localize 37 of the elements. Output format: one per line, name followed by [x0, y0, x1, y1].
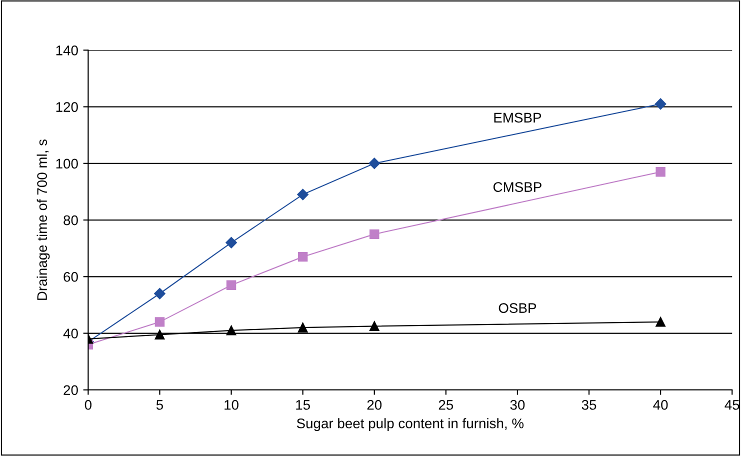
- y-tick-label: 80: [64, 215, 78, 226]
- x-tick-label: 40: [653, 400, 668, 410]
- point: [154, 288, 166, 300]
- series-label: CMSBP: [493, 182, 542, 192]
- x-tick-label: 15: [296, 400, 310, 410]
- point: [654, 98, 666, 110]
- y-tick-label: 120: [56, 102, 78, 112]
- point: [226, 326, 236, 336]
- x-tick-label: 10: [224, 400, 238, 410]
- point: [370, 229, 380, 240]
- x-tick-label: 20: [367, 400, 382, 410]
- y-axis-title: Drainage time of 700 ml, s: [36, 139, 50, 300]
- point: [370, 321, 380, 332]
- x-tick-label: 5: [156, 400, 164, 410]
- y-tick-label: 60: [64, 272, 78, 282]
- point: [226, 280, 236, 290]
- series-label: OSBP: [498, 303, 536, 313]
- point: [154, 317, 165, 327]
- y-tick-label: 100: [56, 158, 78, 169]
- point: [297, 188, 308, 200]
- y-tick-label: 40: [63, 328, 78, 338]
- y-tick-label: 20: [64, 385, 78, 396]
- x-tick-label: 30: [510, 400, 525, 410]
- point: [368, 158, 380, 170]
- y-tick-label: 140: [56, 45, 78, 56]
- x-tick-label: 35: [582, 400, 596, 410]
- x-tick-label: 0: [84, 400, 92, 410]
- x-axis-title: Sugar beet pulp content in furnish, %: [296, 418, 524, 432]
- x-tick-label: 45: [724, 400, 740, 410]
- point: [298, 252, 308, 262]
- point: [656, 167, 666, 177]
- point: [298, 322, 308, 332]
- x-tick-label: 25: [438, 400, 454, 410]
- point: [656, 317, 666, 327]
- point: [226, 237, 237, 248]
- series-label: EMSBP: [494, 112, 542, 123]
- point: [154, 330, 165, 340]
